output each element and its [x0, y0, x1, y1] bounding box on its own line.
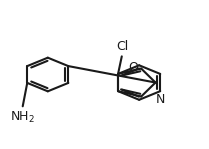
Text: O: O [128, 61, 138, 74]
Text: N: N [156, 93, 166, 106]
Text: NH$_2$: NH$_2$ [10, 110, 35, 125]
Text: Cl: Cl [117, 40, 129, 53]
